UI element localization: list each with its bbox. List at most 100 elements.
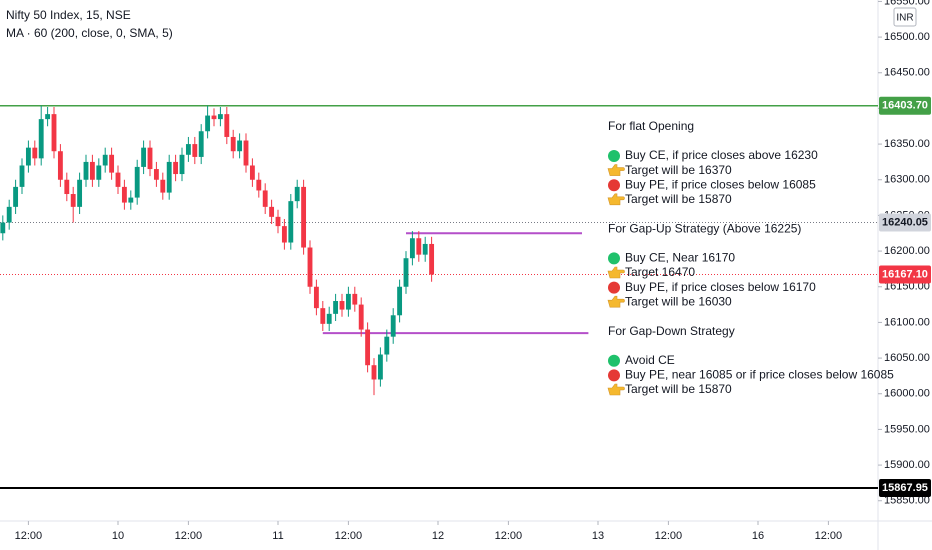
candle-body <box>51 114 57 152</box>
candle-body <box>397 286 403 316</box>
note-item: Target will be 15870 <box>625 382 732 396</box>
bullet-red <box>608 281 620 294</box>
x-tick-label: 12:00 <box>335 530 363 542</box>
note-heading: For flat Opening <box>608 119 694 133</box>
y-tick-label: 15900.00 <box>884 459 930 471</box>
candle-body <box>128 197 134 203</box>
bullet-red <box>608 179 620 192</box>
candle-body <box>345 293 351 310</box>
x-tick-label: 16 <box>752 530 764 542</box>
price-badge-label: 15867.95 <box>882 482 928 494</box>
candle-body <box>32 147 38 159</box>
candle-body <box>109 154 115 173</box>
candle-body <box>64 179 70 195</box>
candle-body <box>358 304 364 330</box>
candle-body <box>352 293 358 305</box>
x-tick-label: 12 <box>432 530 444 542</box>
bullet-hand <box>607 295 625 308</box>
candle-body <box>416 238 422 255</box>
candle-body <box>102 154 108 166</box>
candle-body <box>384 336 390 355</box>
y-tick-label: 16150.00 <box>884 281 930 293</box>
x-tick-label: 13 <box>592 530 604 542</box>
candle-body <box>192 144 198 157</box>
y-tick-label: 16200.00 <box>884 245 930 257</box>
price-badge-label: 16167.10 <box>882 268 928 280</box>
candle-body <box>89 161 95 180</box>
y-tick-label: 15950.00 <box>884 423 930 435</box>
note-item: Target 16470 <box>625 265 695 279</box>
candle-body <box>320 308 326 324</box>
candle-body <box>326 313 332 324</box>
candle-body <box>83 161 89 180</box>
candle-body <box>371 365 377 380</box>
y-tick-label: 16550.00 <box>884 0 930 7</box>
candle-body <box>301 186 307 248</box>
note-item: Target will be 16030 <box>625 294 732 308</box>
candle-body <box>313 286 319 309</box>
note-item: Buy CE, Near 16170 <box>625 251 735 265</box>
bullet-hand <box>607 383 625 396</box>
candle-body <box>377 354 383 380</box>
candle-body <box>115 172 121 187</box>
candle-body <box>217 114 223 120</box>
candle-body <box>409 238 415 259</box>
y-tick-label: 16050.00 <box>884 352 930 364</box>
candle-body <box>262 190 268 207</box>
candle-body <box>77 179 83 207</box>
x-tick-label: 10 <box>112 530 124 542</box>
note-heading: For Gap-Up Strategy (Above 16225) <box>608 222 801 236</box>
candle-body <box>339 301 345 310</box>
indicator-legend: MA · 60 (200, close, 0, SMA, 5) <box>6 26 173 40</box>
price-badge <box>879 213 931 232</box>
candle-body <box>288 201 294 243</box>
candle-body <box>160 179 166 193</box>
candle-body <box>275 216 281 227</box>
currency: INR <box>896 13 913 24</box>
candle-body <box>6 206 12 223</box>
price-badge <box>879 96 931 115</box>
bullet-hand <box>607 193 625 206</box>
candle-body <box>237 140 243 152</box>
note-item: Buy PE, if price closes below 16170 <box>625 280 816 294</box>
x-tick-label: 12:00 <box>175 530 203 542</box>
candle-body <box>121 186 127 203</box>
price-badge <box>879 265 931 284</box>
candle-body <box>70 194 76 207</box>
candle-body <box>256 179 262 191</box>
candle-body <box>243 140 249 166</box>
x-tick-label: 11 <box>272 530 283 542</box>
note-item: Avoid CE <box>625 353 675 367</box>
bullet-green <box>608 354 620 367</box>
candle-body <box>307 247 313 287</box>
candle-body <box>19 165 25 187</box>
candle-body <box>365 329 371 366</box>
candle-body <box>269 206 275 217</box>
currency-box <box>893 7 917 27</box>
bullet-hand <box>607 266 625 279</box>
price-badge-label: 16240.05 <box>882 216 928 228</box>
y-tick-label: 16450.00 <box>884 67 930 79</box>
x-tick-label: 12:00 <box>815 530 843 542</box>
note-heading: For Gap-Down Strategy <box>608 324 735 338</box>
price-badge-label: 16403.70 <box>882 100 928 112</box>
x-tick-label: 12:00 <box>655 530 683 542</box>
y-tick-label: 15850.00 <box>884 495 930 507</box>
candle-body <box>45 114 51 120</box>
candle-body <box>205 115 211 132</box>
candle-body <box>281 226 287 243</box>
x-tick-label: 12:00 <box>495 530 523 542</box>
chart-title: Nifty 50 Index, 15, NSE <box>6 8 131 22</box>
note-item: Target will be 16370 <box>625 163 732 177</box>
candle-body <box>422 243 428 255</box>
candle-body <box>153 169 159 180</box>
y-tick-label: 16000.00 <box>884 388 930 400</box>
candle-body <box>198 131 204 157</box>
candle-body <box>211 115 217 120</box>
x-tick-label: 12:00 <box>15 530 43 542</box>
candle-body <box>147 147 153 170</box>
candle-body <box>429 243 435 275</box>
y-tick-label: 16350.00 <box>884 138 930 150</box>
